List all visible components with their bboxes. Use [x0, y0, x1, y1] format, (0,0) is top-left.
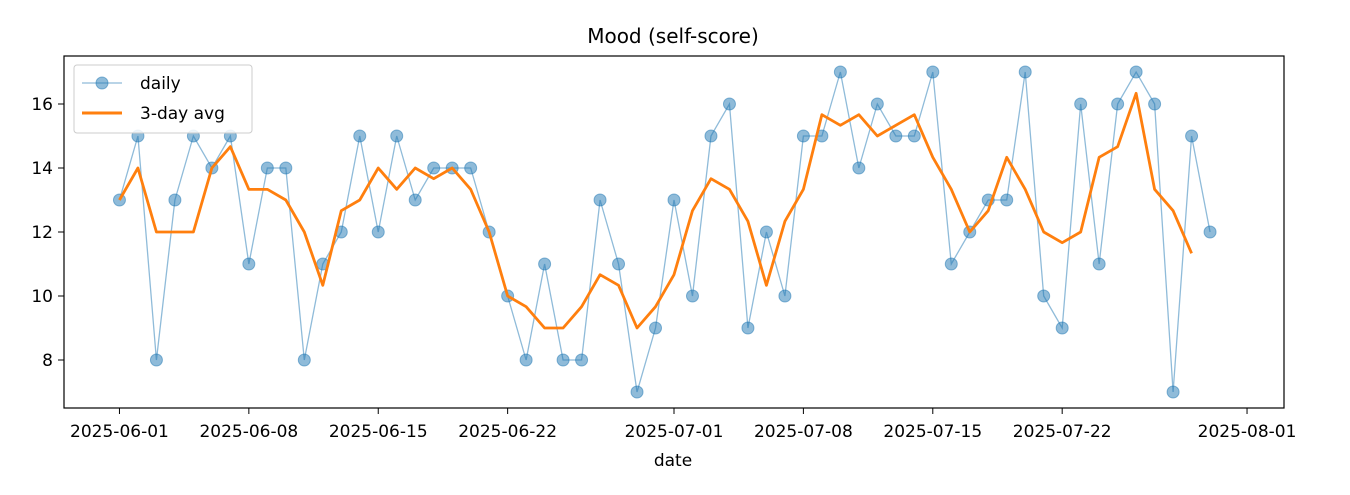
daily-point [1074, 97, 1088, 111]
daily-point [796, 129, 810, 143]
daily-point [870, 97, 884, 111]
x-tick-label: 2025-06-01 [70, 422, 169, 442]
x-tick-label: 2025-07-01 [625, 422, 724, 442]
daily-point [630, 385, 644, 399]
daily-point [1185, 129, 1199, 143]
legend: daily 3-day avg [73, 64, 253, 134]
daily-point [1000, 193, 1014, 207]
y-tick-label: 8 [42, 351, 53, 371]
daily-point [722, 97, 736, 111]
series-daily-line [118, 70, 1211, 393]
daily-point [1092, 257, 1106, 271]
daily-point [667, 193, 681, 207]
daily-point [168, 193, 182, 207]
x-tick-label: 2025-06-15 [329, 422, 428, 442]
daily-point [1166, 385, 1180, 399]
daily-point [575, 353, 589, 367]
daily-point [464, 161, 478, 175]
daily-point [778, 289, 792, 303]
daily-point [279, 161, 293, 175]
daily-point [612, 257, 626, 271]
daily-point [704, 129, 718, 143]
daily-point [1055, 321, 1069, 335]
axis-ticks: 2025-06-01 2025-06-08 2025-06-15 2025-06-22… [31, 95, 1296, 442]
x-tick-label: 2025-07-15 [883, 422, 982, 442]
daily-point [833, 65, 847, 79]
daily-point [556, 353, 570, 367]
daily-point [538, 257, 552, 271]
daily-point [852, 161, 866, 175]
daily-point [1129, 65, 1143, 79]
daily-point [907, 129, 921, 143]
x-tick-label: 2025-07-08 [754, 422, 853, 442]
daily-point [427, 161, 441, 175]
daily-point [1037, 289, 1051, 303]
y-tick-label: 16 [31, 95, 53, 115]
daily-point [260, 161, 274, 175]
daily-point [1018, 65, 1032, 79]
y-tick-label: 12 [31, 223, 53, 243]
x-tick-label: 2025-08-01 [1198, 422, 1297, 442]
daily-point [1148, 97, 1162, 111]
daily-point [519, 353, 533, 367]
daily-point [371, 225, 385, 239]
daily-point [1203, 225, 1217, 239]
legend-label-3-day-avg: 3-day avg [140, 104, 225, 124]
plot-area [112, 65, 1217, 399]
daily-point [741, 321, 755, 335]
daily-point [353, 129, 367, 143]
daily-point [944, 257, 958, 271]
x-tick-label: 2025-06-22 [458, 422, 557, 442]
daily-point [889, 129, 903, 143]
chart-title: Mood (self-score) [587, 24, 759, 48]
series-3-day-avg-line [118, 91, 1193, 330]
y-tick-label: 14 [31, 159, 53, 179]
daily-point [242, 257, 256, 271]
daily-point [408, 193, 422, 207]
daily-point [390, 129, 404, 143]
y-tick-label: 10 [31, 287, 53, 307]
legend-box [73, 64, 253, 134]
daily-point [759, 225, 773, 239]
x-axis-label: date [654, 451, 692, 471]
daily-point [297, 353, 311, 367]
daily-point [926, 65, 940, 79]
x-tick-label: 2025-07-22 [1013, 422, 1112, 442]
daily-point [685, 289, 699, 303]
daily-point [649, 321, 663, 335]
daily-point [593, 193, 607, 207]
legend-label-daily: daily [140, 74, 181, 94]
daily-point [149, 353, 163, 367]
daily-point [1111, 97, 1125, 111]
x-tick-label: 2025-06-08 [199, 422, 298, 442]
legend-daily-marker [95, 76, 109, 90]
axes-frame [63, 55, 1285, 409]
